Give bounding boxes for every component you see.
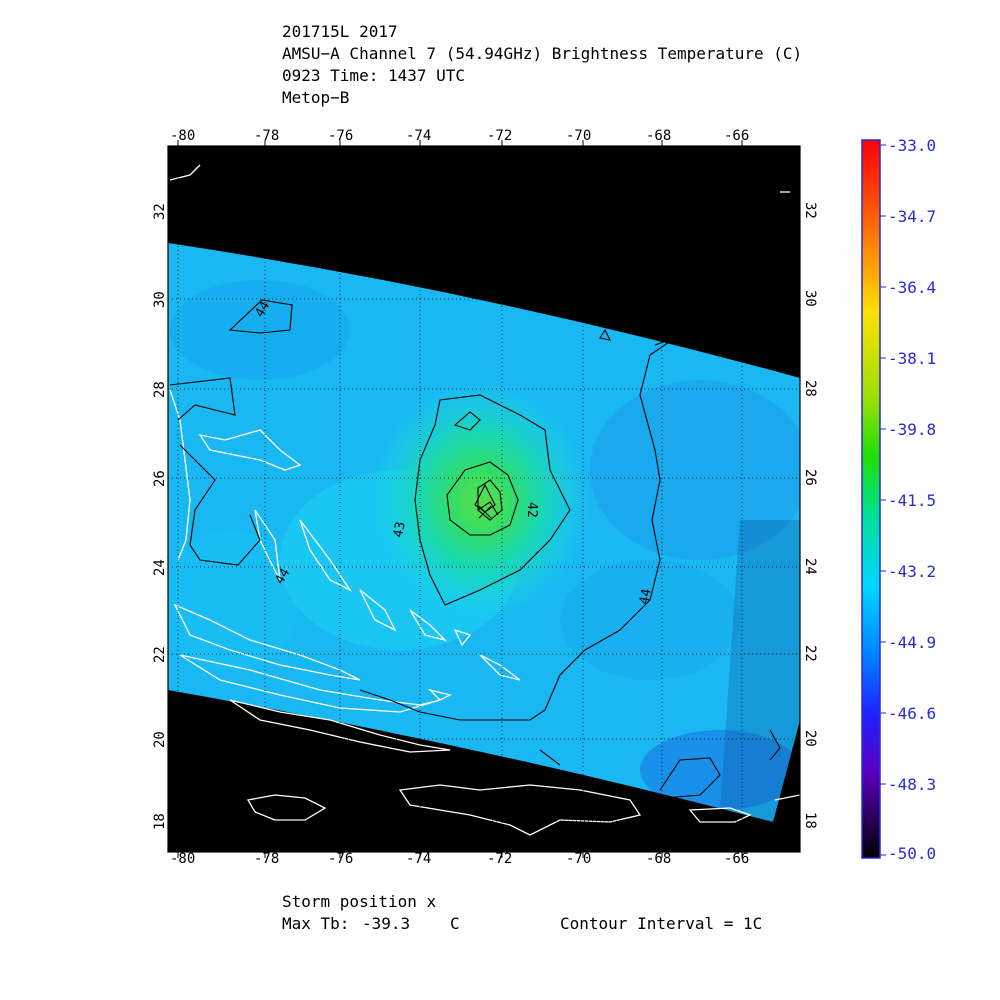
storm-position-marker bbox=[478, 505, 492, 519]
lat-label-left-22: 22 bbox=[152, 646, 168, 663]
lat-label-left-20: 20 bbox=[152, 731, 168, 748]
lon-label-bottom-80: -80 bbox=[170, 851, 195, 867]
lon-label-top-76: -76 bbox=[328, 128, 353, 144]
contour-label-44-nw: 44 bbox=[252, 299, 273, 320]
coastlines bbox=[169, 164, 800, 836]
contour-label-44-e: 44 bbox=[637, 588, 655, 606]
colorbar-label-6: -43.2 bbox=[888, 562, 936, 581]
lon-label-top-68: -68 bbox=[646, 128, 671, 144]
colorbar-label-0: -33.0 bbox=[888, 136, 936, 155]
colorbar-ticks bbox=[880, 144, 886, 856]
lon-label-top-78: -78 bbox=[254, 128, 279, 144]
colorbar bbox=[861, 139, 881, 859]
title-satellite: Metop−B bbox=[282, 88, 350, 107]
title-channel: AMSU−A Channel 7 (54.94GHz) Brightness T… bbox=[282, 44, 803, 63]
max-tb-unit: C bbox=[450, 914, 460, 933]
lat-label-left-30: 30 bbox=[152, 291, 168, 308]
storm-position-legend: Storm position x bbox=[282, 892, 437, 911]
colorbar-label-5: -41.5 bbox=[888, 491, 936, 510]
lat-label-left-24: 24 bbox=[152, 559, 168, 576]
lon-label-bottom-68: -68 bbox=[646, 851, 671, 867]
contours bbox=[169, 299, 781, 799]
title-storm-id: 201715L 2017 bbox=[282, 22, 398, 41]
max-tb-value: -39.3 bbox=[362, 914, 411, 933]
max-tb-label: Max Tb: bbox=[282, 914, 350, 933]
lat-label-right-28: 28 bbox=[802, 380, 818, 397]
lat-label-right-20: 20 bbox=[802, 730, 818, 747]
contour-label-44-w: 44 bbox=[272, 566, 293, 587]
colorbar-label-3: -38.1 bbox=[888, 349, 936, 368]
lon-label-top-72: -72 bbox=[487, 128, 512, 144]
lat-label-left-26: 26 bbox=[152, 470, 168, 487]
lon-label-bottom-72: -72 bbox=[487, 851, 512, 867]
colorbar-label-7: -44.9 bbox=[888, 633, 936, 652]
lon-label-bottom-66: -66 bbox=[724, 851, 749, 867]
lat-label-left-28: 28 bbox=[152, 381, 168, 398]
colorbar-label-1: -34.7 bbox=[888, 207, 936, 226]
lon-label-bottom-76: -76 bbox=[328, 851, 353, 867]
lat-label-right-18: 18 bbox=[802, 812, 818, 829]
colorbar-label-2: -36.4 bbox=[888, 278, 936, 297]
lon-label-top-74: -74 bbox=[406, 128, 431, 144]
graticule bbox=[168, 146, 800, 852]
axis-ticks bbox=[177, 140, 743, 858]
lon-label-bottom-74: -74 bbox=[406, 851, 431, 867]
lat-label-right-32: 32 bbox=[802, 202, 818, 219]
lat-label-left-18: 18 bbox=[152, 813, 168, 830]
lat-label-left-32: 32 bbox=[152, 203, 168, 220]
lon-label-bottom-70: -70 bbox=[566, 851, 591, 867]
lat-label-right-26: 26 bbox=[802, 469, 818, 486]
colorbar-label-4: -39.8 bbox=[888, 420, 936, 439]
lon-label-top-70: -70 bbox=[566, 128, 591, 144]
colorbar-label-9: -48.3 bbox=[888, 775, 936, 794]
map-border bbox=[167, 145, 801, 853]
lat-label-right-22: 22 bbox=[802, 645, 818, 662]
colorbar-label-8: -46.6 bbox=[888, 704, 936, 723]
colorbar-label-10: -50.0 bbox=[888, 844, 936, 863]
contour-interval: Contour Interval = 1C bbox=[560, 914, 763, 933]
lat-label-right-30: 30 bbox=[802, 290, 818, 307]
contour-label-43: 43 bbox=[391, 521, 408, 539]
lat-label-right-24: 24 bbox=[802, 558, 818, 575]
contour-label-42: 42 bbox=[524, 502, 539, 518]
lon-label-top-80: -80 bbox=[170, 128, 195, 144]
title-time: 0923 Time: 1437 UTC bbox=[282, 66, 466, 85]
lon-label-top-66: -66 bbox=[724, 128, 749, 144]
lon-label-bottom-78: -78 bbox=[254, 851, 279, 867]
